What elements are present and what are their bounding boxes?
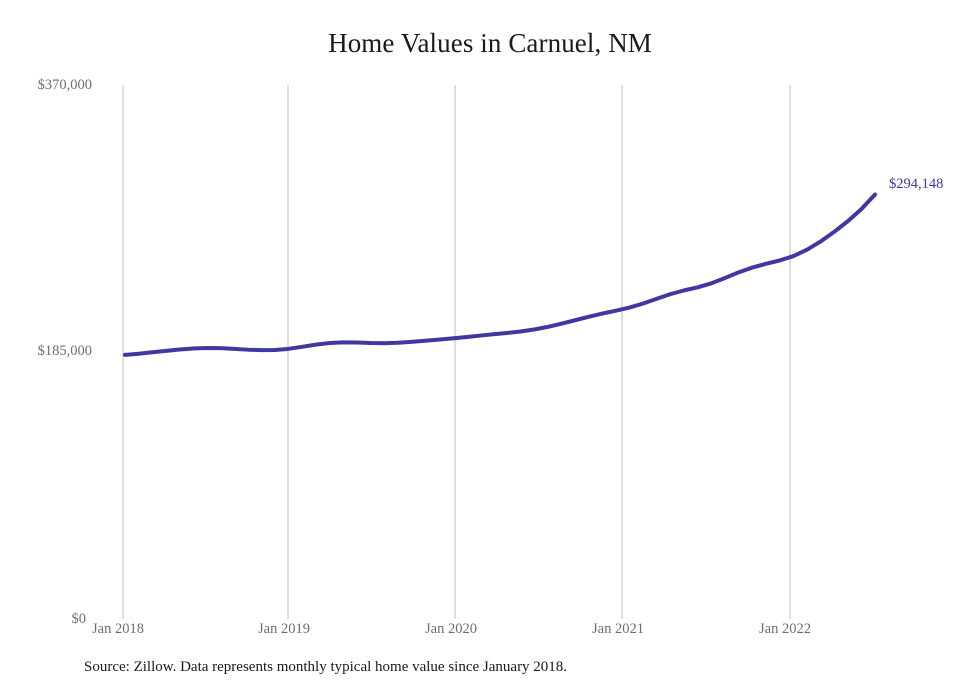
x-axis-label-jan-2021: Jan 2021 (592, 621, 644, 637)
y-axis-label-max: $370,000 (37, 77, 92, 93)
x-axis-label-jan-2019: Jan 2019 (258, 621, 310, 637)
y-axis-label-zero: $0 (71, 611, 87, 627)
end-value-label: $294,148 (889, 176, 944, 192)
home-value-line (123, 192, 877, 357)
vertical-gridlines (122, 85, 791, 619)
x-axis-label-jan-2018: Jan 2018 (92, 621, 144, 637)
chart-title: Home Values in Carnuel, NM (328, 28, 652, 58)
x-axis-label-jan-2020: Jan 2020 (425, 621, 477, 637)
x-axis-label-jan-2022: Jan 2022 (759, 621, 811, 637)
y-axis-label-mid: $185,000 (37, 343, 92, 359)
source-note: Source: Zillow. Data represents monthly … (84, 659, 568, 675)
